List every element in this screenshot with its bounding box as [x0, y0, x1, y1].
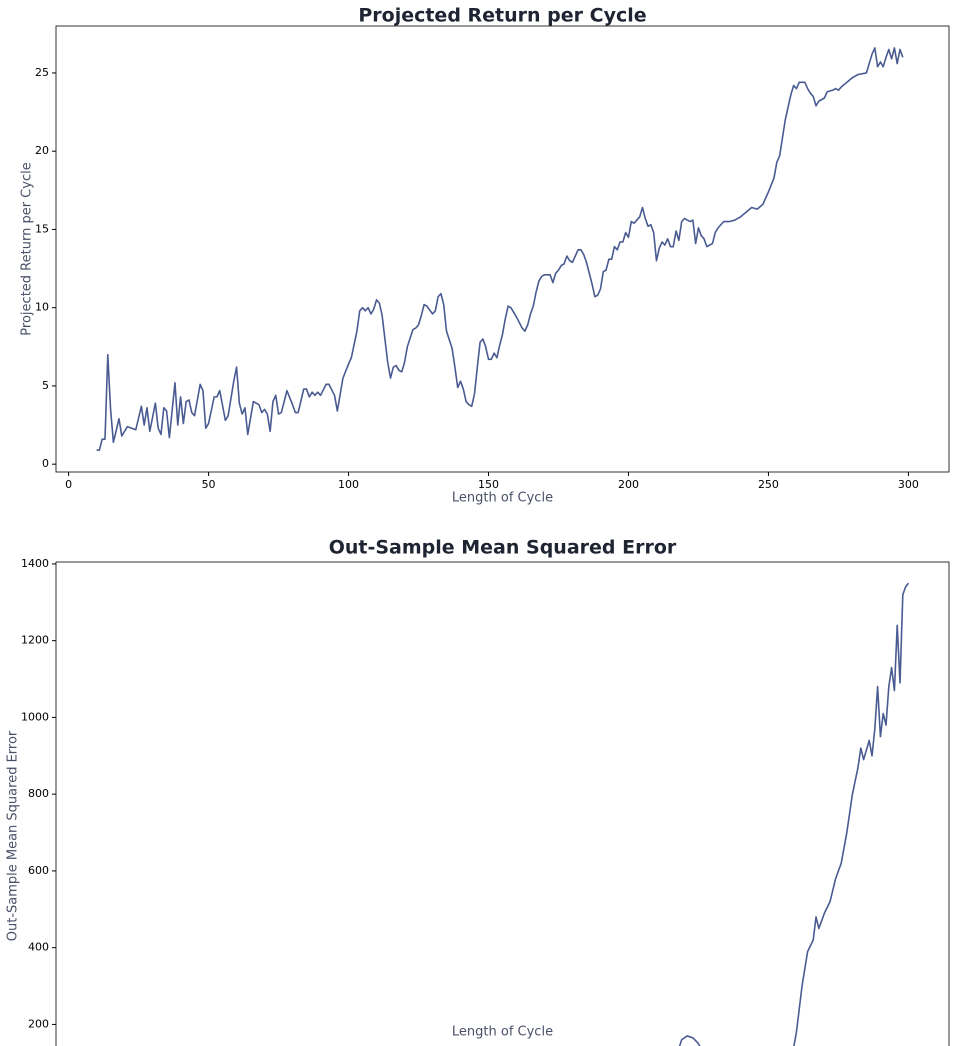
chart-title: Projected Return per Cycle — [358, 5, 646, 27]
plot-frame — [55, 561, 950, 1046]
y-tick-label: 10 — [35, 301, 49, 314]
y-tick-label: 400 — [28, 941, 49, 954]
x-tick-label: 0 — [65, 478, 72, 491]
y-axis-label: Out-Sample Mean Squared Error — [6, 730, 21, 941]
plot-frame — [55, 25, 950, 473]
y-tick-label: 200 — [28, 1017, 49, 1030]
y-tick-label: 0 — [42, 457, 49, 470]
line-series — [678, 582, 910, 1046]
x-tick-label: 100 — [338, 478, 359, 491]
y-tick-label: 15 — [35, 222, 49, 235]
y-axis-label: Projected Return per Cycle — [20, 162, 35, 335]
x-tick-label: 200 — [618, 478, 639, 491]
chart-title: Out-Sample Mean Squared Error — [329, 537, 677, 559]
y-tick-label: 25 — [35, 66, 49, 79]
x-tick-label: 300 — [898, 478, 919, 491]
x-tick-label: 150 — [478, 478, 499, 491]
y-tick-label: 600 — [28, 864, 49, 877]
y-tick-label: 20 — [35, 144, 49, 157]
y-tick-label: 1200 — [21, 634, 49, 647]
x-tick-label: 50 — [202, 478, 216, 491]
y-tick-label: 1000 — [21, 710, 49, 723]
x-axis-label: Length of Cycle — [452, 1025, 553, 1040]
x-tick-label: 250 — [758, 478, 779, 491]
y-tick-label: 1400 — [21, 557, 49, 570]
x-axis-label: Length of Cycle — [452, 491, 553, 506]
y-tick-label: 800 — [28, 787, 49, 800]
line-series — [96, 47, 904, 451]
y-tick-label: 5 — [42, 379, 49, 392]
